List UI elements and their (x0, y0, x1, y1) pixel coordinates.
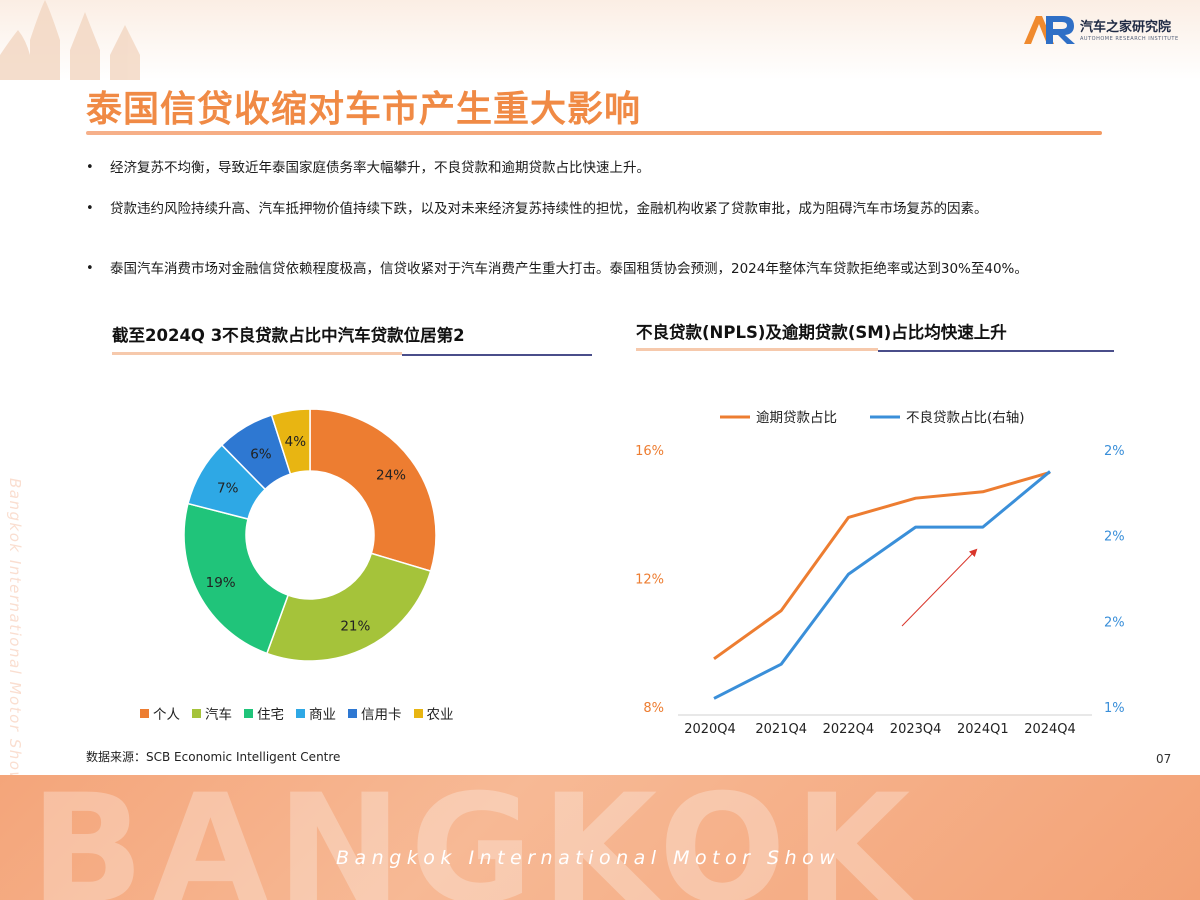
x-tick-label: 2022Q4 (823, 722, 875, 737)
x-tick-label: 2024Q1 (957, 722, 1009, 737)
pie-legend-item: 汽车 (192, 703, 232, 723)
pie-slice-label: 24% (376, 468, 406, 484)
pie-legend-item: 信用卡 (348, 703, 402, 723)
pie-legend-swatch (348, 708, 357, 718)
pie-legend-swatch (192, 708, 201, 718)
pie-legend-label: 信用卡 (361, 707, 402, 723)
top-background-fade (0, 0, 1200, 80)
temple-decoration-icon (0, 0, 140, 80)
x-tick-label: 2023Q4 (890, 722, 942, 737)
right-title-rule-accent (878, 350, 1114, 352)
footer-subtitle: Bangkok International Motor Show (336, 847, 841, 869)
page-title: 泰国信贷收缩对车市产生重大影响 (86, 89, 642, 130)
pie-slice-个人 (309, 408, 437, 573)
y-left-tick-label: 8% (643, 701, 664, 716)
pie-slice-汽车 (265, 552, 432, 662)
bullet-dot: • (86, 201, 94, 216)
y-right-tick-label: 2% (1104, 615, 1125, 630)
bullet-item: • 贷款违约风险持续升高、汽车抵押物价值持续下跌，以及对未来经济复苏持续性的担忧… (86, 198, 1126, 220)
logo-name: 汽车之家研究院 (1080, 20, 1172, 35)
y-right-tick-label: 1% (1104, 701, 1125, 716)
x-tick-label: 2021Q4 (755, 722, 807, 737)
bullet-text: 泰国汽车消费市场对金融信贷依赖程度极高，信贷收紧对于汽车消费产生重大打击。泰国租… (110, 261, 1028, 277)
right-chart-title: 不良贷款(NPLS)及逾期贷款(SM)占比均快速上升 (636, 323, 1007, 342)
pie-legend-swatch (296, 708, 305, 718)
donut-chart: 24% 21% 19% 7% 6% 4% (183, 408, 437, 662)
pie-slice-label: 4% (285, 434, 307, 450)
pie-slice-label: 6% (250, 447, 272, 463)
pie-slice-label: 19% (206, 575, 236, 591)
pie-legend-swatch (244, 708, 253, 718)
pie-slice-label: 21% (340, 618, 370, 634)
pie-legend-label: 汽车 (205, 707, 232, 723)
logo-mark-icon (1024, 16, 1075, 44)
title-underline (86, 131, 1102, 135)
pie-legend-label: 个人 (153, 707, 180, 723)
side-watermark: Bangkok International Motor Show (6, 478, 26, 785)
line-legend-label: 逾期贷款占比 (756, 410, 837, 426)
pie-legend-item: 个人 (140, 703, 180, 723)
left-chart-title: 截至2024Q 3不良贷款占比中汽车贷款位居第2 (112, 326, 465, 345)
pie-slice-label: 7% (217, 481, 239, 497)
bullet-text: 贷款违约风险持续升高、汽车抵押物价值持续下跌，以及对未来经济复苏持续性的担忧，金… (110, 201, 988, 217)
y-left-tick-label: 16% (635, 444, 664, 459)
pie-legend-label: 商业 (309, 707, 336, 723)
page-number: 07 (1156, 752, 1172, 766)
bullet-dot: • (86, 160, 94, 175)
pie-legend-item: 农业 (413, 703, 454, 723)
side-watermark-text: Bangkok International Motor Show (6, 478, 24, 786)
bullet-item: • 泰国汽车消费市场对金融信贷依赖程度极高，信贷收紧对于汽车消费产生重大打击。泰… (86, 258, 1126, 280)
bullet-dot: • (86, 261, 94, 276)
pie-legend-swatch (140, 708, 149, 718)
line-legend-label: 不良贷款占比(右轴) (906, 410, 1025, 426)
footer-big-text: BANGKOK (30, 775, 919, 900)
x-tick-label: 2020Q4 (684, 722, 736, 737)
series-line-0 (713, 471, 1051, 661)
pie-slice-农业 (270, 408, 311, 475)
bullet-item: • 经济复苏不均衡，导致近年泰国家庭债务率大幅攀升，不良贷款和逾期贷款占比快速上… (86, 157, 1126, 179)
left-title-rule (112, 352, 402, 355)
line-chart: 16% 12% 8% 2% 2% 2% 1% 2020Q4 2021Q4 2022Q4 2023Q4… (635, 410, 1125, 737)
y-right-tick-label: 2% (1104, 444, 1125, 459)
logo: 汽车之家研究院 AUTOHOME RESEARCH INSTITUTE (1022, 12, 1192, 50)
x-tick-label: 2024Q4 (1024, 722, 1076, 737)
pie-legend-swatch (413, 708, 423, 718)
right-title-rule (636, 348, 878, 351)
pie-legend-label: 农业 (426, 707, 454, 723)
logo-subtitle: AUTOHOME RESEARCH INSTITUTE (1080, 36, 1179, 42)
pie-legend-label: 住宅 (257, 707, 284, 723)
data-source: 数据来源：SCB Economic Intelligent Centre (86, 750, 341, 764)
pie-legend-item: 住宅 (244, 703, 284, 723)
pie-legend: 个人 汽车 住宅 商业 信用卡 农业 (140, 703, 454, 723)
pie-legend-item: 商业 (296, 703, 336, 723)
y-left-tick-label: 12% (635, 573, 664, 588)
left-title-rule-accent (402, 354, 592, 356)
bullet-text: 经济复苏不均衡，导致近年泰国家庭债务率大幅攀升，不良贷款和逾期贷款占比快速上升。 (110, 160, 650, 176)
y-right-tick-label: 2% (1104, 530, 1125, 545)
pie-slice-住宅 (183, 502, 290, 655)
footer-banner: BANGKOK Bangkok International Motor Show (0, 775, 1200, 900)
series-line-1 (713, 470, 1051, 700)
